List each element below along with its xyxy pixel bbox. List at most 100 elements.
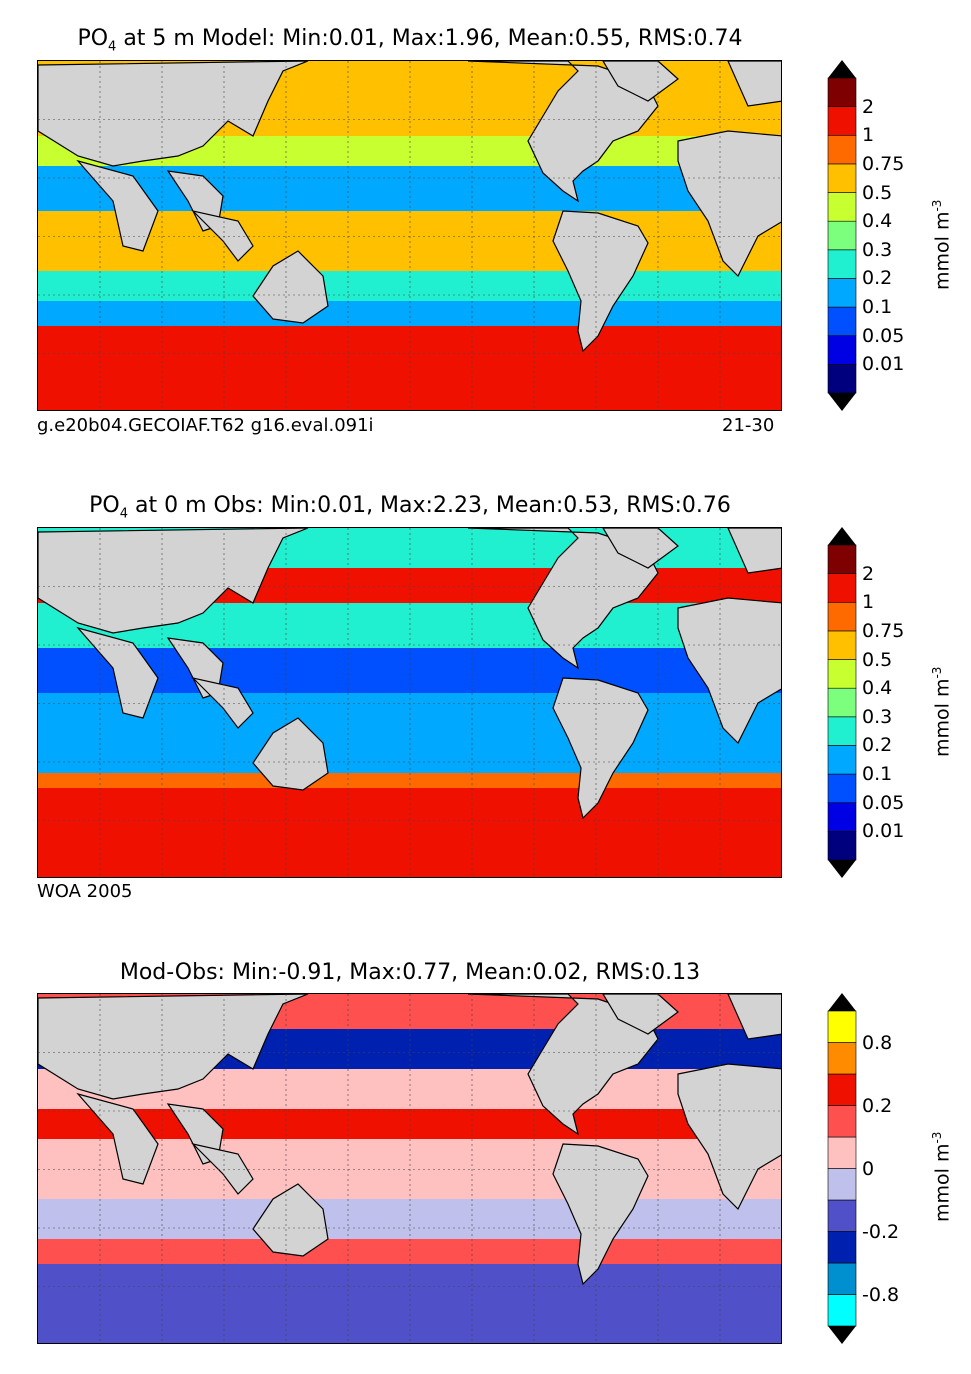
map-plot — [38, 528, 781, 877]
panel-2-colorbar-unit: mmol m-3 — [930, 666, 954, 757]
ocean-band-8 — [38, 788, 781, 877]
colorbar-swatch — [827, 745, 857, 775]
map-plot — [38, 994, 781, 1343]
land-mass-4 — [191, 209, 254, 262]
colorbar-tick-label: 0.75 — [862, 152, 905, 175]
colorbar-swatch — [827, 163, 857, 193]
colorbar-swatch — [827, 106, 857, 136]
land-mass-1 — [38, 528, 309, 634]
map-plot — [38, 61, 781, 410]
land-mass-8 — [602, 528, 679, 569]
colorbar-tick-label: 0.01 — [862, 353, 905, 376]
land-mass-7 — [552, 1143, 649, 1286]
colorbar-tick-label: 0.2 — [862, 1094, 893, 1117]
land-mass-9 — [677, 597, 781, 745]
panel-1-years-label: 21-30 — [722, 415, 775, 436]
colorbar-tick-label: 2 — [862, 95, 875, 118]
colorbar-tick-label: -0.2 — [862, 1220, 900, 1243]
colorbar-swatch — [827, 630, 857, 660]
colorbar-tick-label: 0.05 — [862, 324, 905, 347]
colorbar-swatch — [827, 573, 857, 603]
colorbar-swatch — [827, 802, 857, 832]
colorbar-swatch — [827, 659, 857, 689]
colorbar-swatch — [827, 134, 857, 165]
land-mass-2 — [76, 626, 159, 719]
panel-1-map[interactable] — [37, 60, 782, 411]
colorbar-tick-label: 0.01 — [862, 820, 905, 843]
colorbar-tick-label: 0.1 — [862, 763, 893, 786]
panel-2-title: PO4 at 0 m Obs: Min:0.01, Max:2.23, Mean… — [89, 493, 731, 522]
colorbar-swatch — [827, 1042, 857, 1075]
colorbar-tick-label: 0.8 — [862, 1031, 893, 1054]
colorbar-tick-label: 0.5 — [862, 181, 893, 204]
colorbar-swatch — [827, 192, 857, 222]
colorbar-tick-label: 0.75 — [862, 619, 905, 642]
colorbar-swatch — [827, 1136, 857, 1169]
colorbar-tick-label: 0.4 — [862, 677, 893, 700]
colorbar-swatch — [827, 1105, 857, 1138]
panel-1-title: PO4 at 5 m Model: Min:0.01, Max:1.96, Me… — [77, 26, 743, 55]
land-mass-9 — [677, 1063, 781, 1211]
land-mass-2 — [76, 159, 159, 252]
colorbar-swatch — [827, 220, 857, 251]
colorbar-max-arrow — [828, 527, 856, 545]
colorbar-tick-label: -0.8 — [862, 1283, 900, 1306]
land-mass-1 — [38, 61, 309, 167]
land-mass-5 — [252, 1183, 329, 1257]
colorbar-swatch — [827, 1262, 857, 1295]
panel-3-colorbar-unit: mmol m-3 — [930, 1131, 954, 1222]
colorbar-tick-label: 0.3 — [862, 238, 893, 261]
colorbar-swatch — [827, 1199, 857, 1232]
colorbar-tick-label: 0.4 — [862, 210, 893, 233]
colorbar-swatch — [827, 773, 857, 804]
colorbar-tick-label: 1 — [862, 591, 875, 614]
colorbar-tick-label: 0.2 — [862, 734, 893, 757]
colorbar-max-arrow — [828, 993, 856, 1011]
colorbar-swatch — [827, 364, 857, 394]
colorbar-tick-label: 2 — [862, 562, 875, 585]
colorbar-min-arrow — [828, 1326, 856, 1344]
land-mass-8 — [602, 61, 679, 102]
colorbar-swatch — [827, 278, 857, 308]
land-mass-8 — [602, 994, 679, 1035]
panel-1-run-label: g.e20b04.GECOIAF.T62 g16.eval.091i — [37, 415, 374, 436]
land-mass-7 — [552, 210, 649, 353]
colorbar-swatch — [827, 306, 857, 337]
colorbar-swatch — [827, 601, 857, 632]
panel-1-colorbar-unit: mmol m-3 — [930, 199, 954, 290]
land-mass-1 — [38, 994, 309, 1100]
land-mass-10 — [727, 994, 781, 1040]
ocean-band-7 — [38, 773, 781, 788]
colorbar-swatch — [827, 335, 857, 365]
panel-2-colorbar — [827, 527, 857, 878]
colorbar-swatch — [827, 1294, 857, 1327]
colorbar-tick-label: 1 — [862, 124, 875, 147]
colorbar-min-arrow — [828, 860, 856, 878]
land-mass-10 — [727, 61, 781, 107]
land-mass-10 — [727, 528, 781, 574]
colorbar-swatch — [827, 544, 857, 574]
panel-3-map[interactable] — [37, 993, 782, 1344]
colorbar-tick-label: 0.1 — [862, 296, 893, 319]
colorbar-swatch — [827, 77, 857, 107]
colorbar-tick-label: 0 — [862, 1157, 875, 1180]
ocean-band-4 — [38, 166, 781, 211]
land-mass-4 — [191, 1142, 254, 1195]
land-mass-5 — [252, 717, 329, 791]
colorbar-max-arrow — [828, 60, 856, 78]
colorbar-swatch — [827, 1073, 857, 1106]
colorbar-swatch — [827, 716, 857, 746]
ocean-band-4 — [38, 648, 781, 693]
land-mass-5 — [252, 250, 329, 324]
land-mass-4 — [191, 676, 254, 729]
panel-1-colorbar — [827, 60, 857, 411]
colorbar-min-arrow — [828, 393, 856, 411]
colorbar-swatch — [827, 687, 857, 718]
colorbar-swatch — [827, 1010, 857, 1043]
colorbar-tick-label: 0.05 — [862, 791, 905, 814]
land-mass-2 — [76, 1092, 159, 1185]
colorbar-tick-label: 0.5 — [862, 648, 893, 671]
panel-3-title: Mod-Obs: Min:-0.91, Max:0.77, Mean:0.02,… — [119, 960, 701, 985]
panel-2-map[interactable] — [37, 527, 782, 878]
colorbar-tick-label: 0.3 — [862, 705, 893, 728]
